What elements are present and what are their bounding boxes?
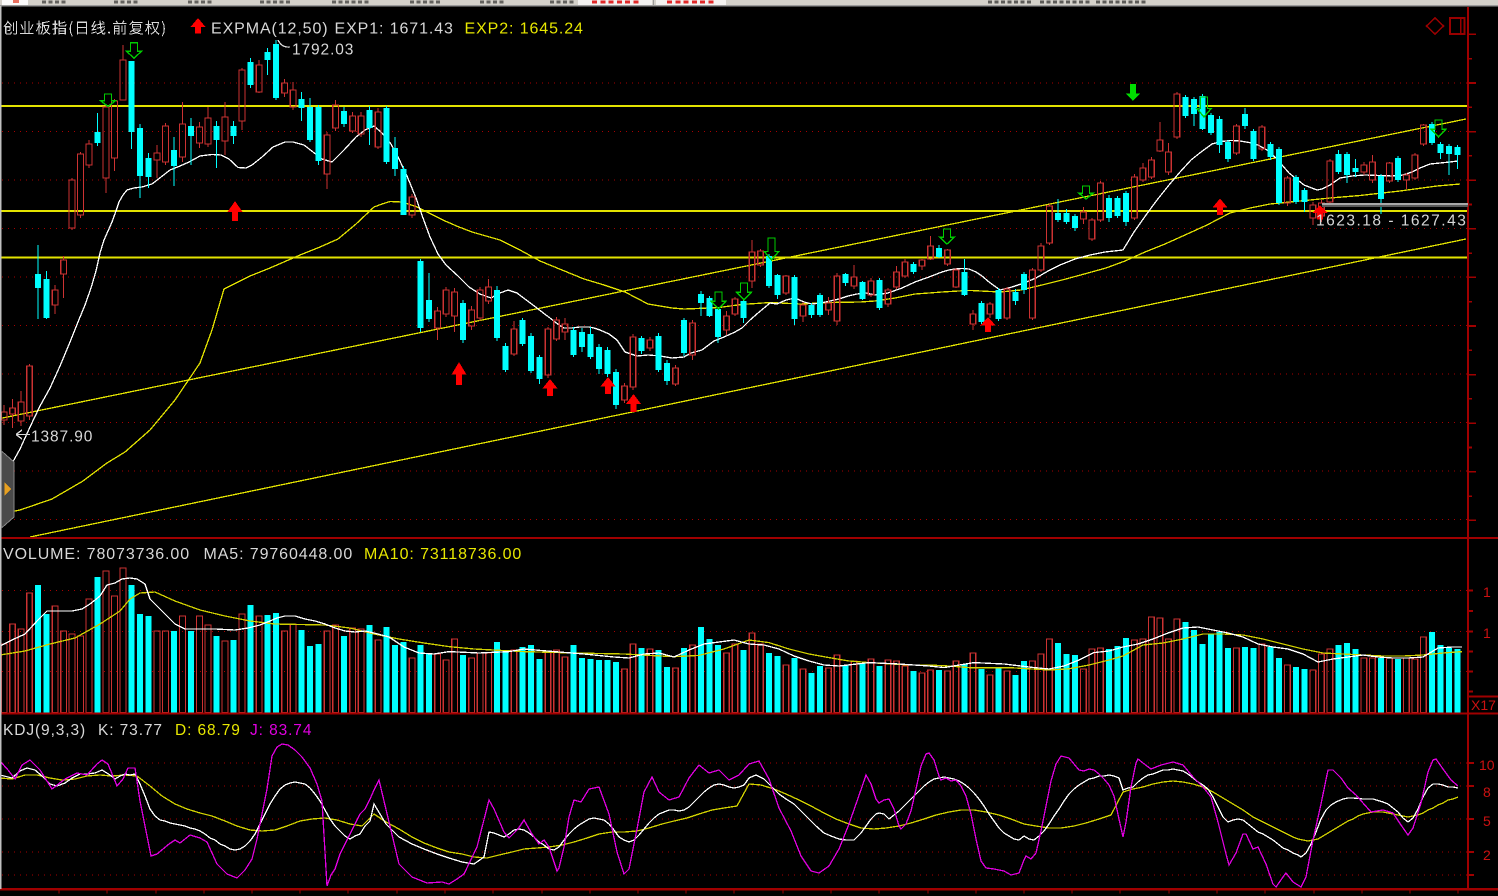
svg-text:J: 83.74: J: 83.74 xyxy=(250,722,312,739)
svg-text:EXP2: 1645.24: EXP2: 1645.24 xyxy=(465,21,584,38)
svg-text:EXPMA(12,50): EXPMA(12,50) xyxy=(211,21,329,38)
svg-text:5: 5 xyxy=(1483,813,1491,829)
svg-text:D: 68.79: D: 68.79 xyxy=(175,722,241,739)
svg-text:10: 10 xyxy=(1479,757,1495,773)
svg-text:1623.18 - 1627.43: 1623.18 - 1627.43 xyxy=(1316,213,1467,230)
svg-text:MA5: 79760448.00: MA5: 79760448.00 xyxy=(204,546,354,563)
svg-text:EXP1: 1671.43: EXP1: 1671.43 xyxy=(335,21,454,38)
svg-text:K: 73.77: K: 73.77 xyxy=(98,722,163,739)
svg-text:KDJ(9,3,3): KDJ(9,3,3) xyxy=(3,722,86,739)
svg-text:2: 2 xyxy=(1483,847,1491,863)
svg-text:VOLUME: 78073736.00: VOLUME: 78073736.00 xyxy=(3,546,190,563)
svg-text:MA10: 73118736.00: MA10: 73118736.00 xyxy=(364,546,522,563)
svg-text:1792.03: 1792.03 xyxy=(292,42,354,59)
svg-text:X17: X17 xyxy=(1471,697,1496,713)
svg-text:1: 1 xyxy=(1483,584,1491,600)
svg-text:8: 8 xyxy=(1483,784,1491,800)
svg-text:1: 1 xyxy=(1483,625,1491,641)
svg-text:1387.90: 1387.90 xyxy=(31,429,93,446)
